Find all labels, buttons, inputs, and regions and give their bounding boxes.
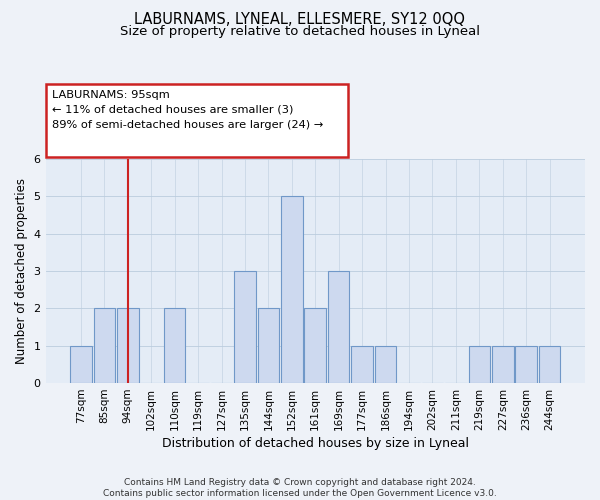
Bar bbox=[94, 308, 115, 383]
Text: Size of property relative to detached houses in Lyneal: Size of property relative to detached ho… bbox=[120, 25, 480, 38]
Bar bbox=[539, 346, 560, 383]
Bar bbox=[352, 346, 373, 383]
Text: Contains HM Land Registry data © Crown copyright and database right 2024.
Contai: Contains HM Land Registry data © Crown c… bbox=[103, 478, 497, 498]
Bar bbox=[304, 308, 326, 383]
X-axis label: Distribution of detached houses by size in Lyneal: Distribution of detached houses by size … bbox=[162, 437, 469, 450]
Bar bbox=[257, 308, 279, 383]
Text: LABURNAMS, LYNEAL, ELLESMERE, SY12 0QQ: LABURNAMS, LYNEAL, ELLESMERE, SY12 0QQ bbox=[134, 12, 466, 28]
Bar bbox=[164, 308, 185, 383]
Bar bbox=[469, 346, 490, 383]
Y-axis label: Number of detached properties: Number of detached properties bbox=[15, 178, 28, 364]
Bar bbox=[375, 346, 397, 383]
Bar bbox=[328, 271, 349, 383]
Bar bbox=[492, 346, 514, 383]
Bar bbox=[70, 346, 92, 383]
Bar bbox=[117, 308, 139, 383]
Bar bbox=[515, 346, 537, 383]
Bar bbox=[281, 196, 302, 383]
Text: LABURNAMS: 95sqm
← 11% of detached houses are smaller (3)
89% of semi-detached h: LABURNAMS: 95sqm ← 11% of detached house… bbox=[52, 90, 323, 130]
Bar bbox=[234, 271, 256, 383]
